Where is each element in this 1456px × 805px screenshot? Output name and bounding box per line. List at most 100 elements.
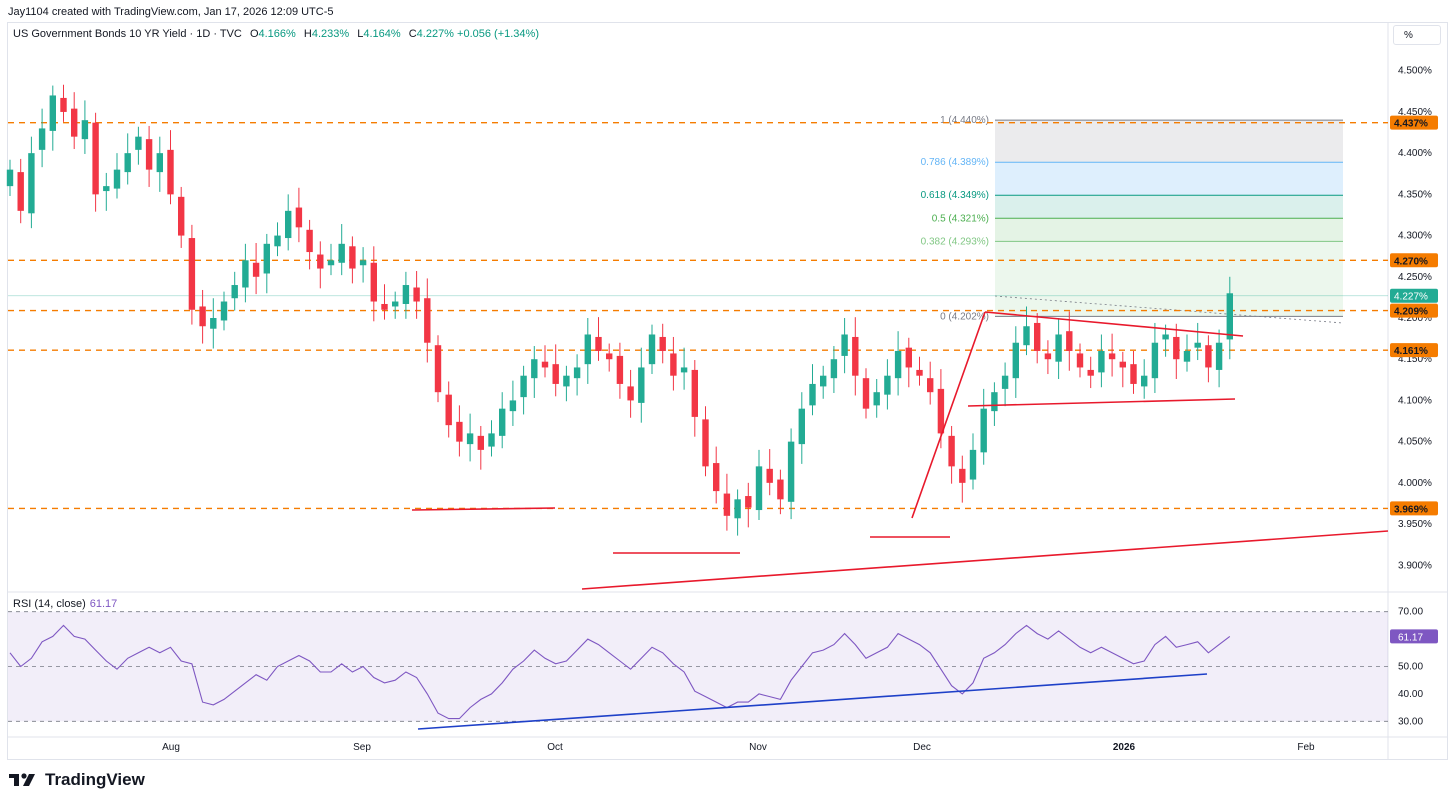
candle-body <box>60 97 67 112</box>
level-price-label: 4.209% <box>1394 307 1428 318</box>
candle-body <box>220 301 228 321</box>
candle-body <box>103 186 110 192</box>
candle-body <box>1098 350 1105 373</box>
candle-body <box>359 260 367 266</box>
candle-body <box>402 285 410 304</box>
candle-body <box>28 153 35 214</box>
level-price-label: 3.969% <box>1394 504 1428 515</box>
fib-level-label: 0.786 (4.389%) <box>921 157 989 168</box>
candle-body <box>595 336 602 351</box>
candle-body <box>852 336 859 376</box>
candle-body <box>445 394 452 426</box>
candle-body <box>17 172 24 211</box>
candle-body <box>1119 361 1126 368</box>
tradingview-brand[interactable]: TradingView <box>9 770 145 790</box>
level-price-label: 4.437% <box>1394 119 1428 130</box>
fib-zone <box>995 195 1343 219</box>
candle-body <box>210 318 217 329</box>
percent-scale-button[interactable]: % <box>1393 25 1441 45</box>
candle-body <box>841 334 848 356</box>
fib-zone <box>995 120 1343 163</box>
candle-body <box>1087 369 1094 376</box>
candle-body <box>263 243 270 274</box>
candle-body <box>231 285 238 299</box>
candle-body <box>199 306 206 327</box>
candle-body <box>777 479 784 500</box>
fib-trend-line <box>994 295 1344 324</box>
chart-credit: Jay1104 created with TradingView.com, Ja… <box>8 6 334 18</box>
high-value: 4.233% <box>311 28 350 40</box>
rsi-line <box>9 624 1231 720</box>
candle-body <box>499 408 506 436</box>
rsi-value-tag <box>1390 629 1438 644</box>
level-price-label: 4.161% <box>1394 346 1428 357</box>
candle-body <box>937 388 945 434</box>
candle-body <box>563 375 570 387</box>
candle-body <box>1023 326 1030 346</box>
fib-level-label: 0 (4.202%) <box>940 311 989 322</box>
rsi-trend-line <box>417 673 1208 730</box>
candle-body <box>477 435 484 450</box>
candle-body <box>1226 293 1233 340</box>
candle-body <box>392 301 399 307</box>
candle-body <box>969 449 977 480</box>
annotation-trend-line <box>411 507 556 511</box>
candle-body <box>413 287 420 302</box>
candle-body <box>434 345 442 393</box>
time-axis-label: Feb <box>1297 742 1315 753</box>
fib-level-label: 0.5 (4.321%) <box>932 213 989 224</box>
level-price-tag <box>1390 253 1438 268</box>
annotation-trend-line <box>911 311 986 519</box>
candle-body <box>1130 364 1137 384</box>
fib-level-label: 0.618 (4.349%) <box>921 190 989 201</box>
candle-body <box>959 468 966 483</box>
brand-name: TradingView <box>45 770 145 789</box>
candle-body <box>1076 353 1084 368</box>
price-axis-tick: 4.450% <box>1398 107 1432 118</box>
candle-body <box>1151 342 1159 379</box>
candle-body <box>124 153 131 173</box>
candle-body <box>1173 336 1180 360</box>
symbol-title[interactable]: US Government Bonds 10 YR Yield · 1D · T… <box>13 28 242 40</box>
rsi-label[interactable]: RSI (14, close) <box>13 598 86 610</box>
level-price-tag <box>1390 501 1438 516</box>
fib-level-label: 1 (4.440%) <box>940 115 989 126</box>
candle-body <box>723 493 731 516</box>
candle-body <box>38 128 46 150</box>
price-axis-tick: 4.250% <box>1398 272 1432 283</box>
candle-body <box>798 408 805 445</box>
candle-body <box>713 463 720 492</box>
candle-body <box>381 303 388 310</box>
candle-body <box>766 468 773 483</box>
tradingview-logo-icon <box>9 773 35 786</box>
candle-body <box>948 435 955 467</box>
candle-body <box>274 235 281 247</box>
price-axis-tick: 4.050% <box>1398 437 1432 448</box>
price-axis-tick: 4.150% <box>1398 354 1432 365</box>
candle-body <box>1183 350 1191 362</box>
level-price-tag <box>1390 343 1438 358</box>
candle-body <box>905 347 912 368</box>
candle-body <box>991 392 998 412</box>
candle-body <box>659 336 666 351</box>
candle-body <box>295 207 303 228</box>
candle-body <box>242 260 249 288</box>
time-axis-label: 2026 <box>1113 742 1136 753</box>
last-price-tag <box>1390 288 1438 303</box>
rsi-axis-tick: 70.00 <box>1398 607 1423 618</box>
candle-body <box>670 353 677 376</box>
candle-body <box>370 262 377 302</box>
time-axis-label: Aug <box>162 742 180 753</box>
change-value: +0.056 (+1.34%) <box>457 28 539 40</box>
price-axis-tick: 4.500% <box>1398 66 1432 77</box>
candle-body <box>648 334 656 365</box>
price-axis-tick: 4.350% <box>1398 189 1432 200</box>
price-axis-tick: 4.300% <box>1398 231 1432 242</box>
candle-body <box>606 353 613 360</box>
rsi-value: 61.17 <box>89 598 118 610</box>
candle-body <box>1194 342 1201 348</box>
candle-body <box>71 108 78 137</box>
open-value: 4.166% <box>258 28 296 40</box>
candle-body <box>317 254 324 269</box>
